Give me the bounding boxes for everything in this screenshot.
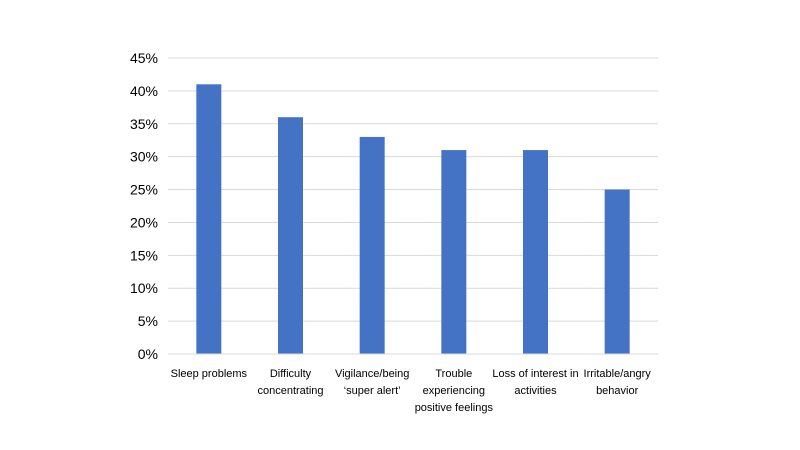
x-category-label-line: positive feelings bbox=[415, 402, 494, 414]
x-category-label-line: Vigilance/being bbox=[335, 368, 409, 380]
bar bbox=[604, 189, 630, 354]
bar bbox=[523, 150, 548, 354]
y-tick-label: 10% bbox=[130, 280, 158, 296]
x-category-label-line: Difficulty bbox=[270, 368, 312, 380]
gridlines bbox=[168, 57, 658, 322]
bar bbox=[359, 136, 385, 354]
x-category-label-line: Loss of interest in bbox=[492, 368, 578, 380]
x-category-label: Trouble experiencing positive feelings bbox=[415, 368, 494, 414]
x-category-label-line: ‘super alert’ bbox=[344, 385, 401, 397]
x-category-label-line: Trouble bbox=[435, 368, 472, 380]
y-tick-label: 45% bbox=[130, 50, 158, 66]
bar bbox=[196, 84, 222, 355]
x-category-label: Difficulty concentrating bbox=[257, 368, 323, 397]
x-category-label-line: activities bbox=[514, 385, 557, 397]
bar bbox=[278, 117, 303, 354]
y-tick-label: 5% bbox=[138, 313, 158, 329]
x-category-label: Irritable/angry behavior bbox=[584, 368, 652, 397]
x-category-label-line: experiencing bbox=[423, 385, 485, 397]
y-axis-tick-labels: 0% 5% 10% 15% 20% 25% 30% 35% 40% 45% bbox=[130, 50, 158, 362]
y-tick-label: 35% bbox=[130, 116, 158, 132]
x-category-label: Vigilance/being ‘super alert’ bbox=[335, 368, 409, 397]
x-axis-category-labels: Sleep problems Difficulty concentrating Vig… bbox=[171, 368, 652, 414]
x-category-label-line: behavior bbox=[596, 385, 639, 397]
y-tick-label: 25% bbox=[130, 182, 158, 198]
y-tick-label: 20% bbox=[130, 214, 158, 230]
y-tick-label: 0% bbox=[138, 346, 158, 362]
y-tick-label: 40% bbox=[130, 83, 158, 99]
bars bbox=[196, 84, 630, 355]
x-category-label-line: concentrating bbox=[257, 385, 323, 397]
y-tick-label: 30% bbox=[130, 149, 158, 165]
y-tick-label: 15% bbox=[130, 247, 158, 263]
bar bbox=[441, 150, 467, 354]
x-category-label: Loss of interest in activities bbox=[492, 368, 578, 397]
x-category-label: Sleep problems bbox=[171, 368, 248, 380]
x-category-label-line: Irritable/angry bbox=[584, 368, 652, 380]
x-category-label-line: Sleep problems bbox=[171, 368, 248, 380]
